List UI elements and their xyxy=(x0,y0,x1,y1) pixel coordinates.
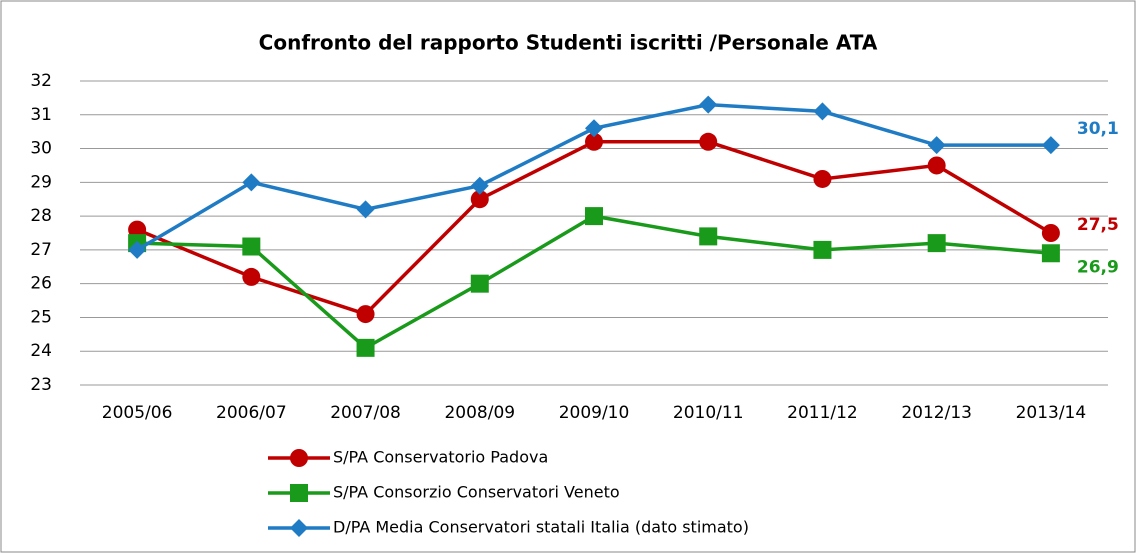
point xyxy=(470,190,489,209)
point xyxy=(699,95,718,114)
point xyxy=(242,173,261,192)
x-tick-label: 2012/13 xyxy=(901,403,972,423)
point xyxy=(242,237,261,256)
x-tick-label: 2010/11 xyxy=(673,403,744,423)
data-label: 26,9 xyxy=(1077,257,1119,277)
x-tick-label: 2006/07 xyxy=(216,403,287,423)
y-tick-label: 24 xyxy=(30,341,52,361)
legend-marker xyxy=(290,484,308,502)
point xyxy=(356,200,375,219)
point xyxy=(128,220,147,239)
legend-label: S/PA Consorzio Conservatori Veneto xyxy=(333,483,620,502)
y-tick-label: 25 xyxy=(30,307,52,327)
legend-marker xyxy=(290,519,308,537)
point xyxy=(927,234,946,253)
point xyxy=(813,169,832,188)
y-tick-label: 23 xyxy=(30,375,52,395)
point xyxy=(356,338,375,357)
y-tick-label: 30 xyxy=(30,139,52,159)
x-tick-label: 2007/08 xyxy=(330,403,401,423)
point xyxy=(585,119,603,138)
x-tick-label: 2013/14 xyxy=(1016,403,1087,423)
y-tick-label: 29 xyxy=(30,172,52,192)
point xyxy=(242,267,261,286)
y-tick-label: 31 xyxy=(30,105,52,125)
data-label: 27,5 xyxy=(1077,215,1119,235)
point xyxy=(470,274,489,293)
point xyxy=(356,305,375,324)
y-tick-label: 26 xyxy=(30,274,52,294)
point xyxy=(813,240,832,259)
data-label: 30,1 xyxy=(1077,119,1119,139)
point xyxy=(585,207,603,226)
y-tick-label: 28 xyxy=(30,206,52,226)
point xyxy=(1041,224,1060,242)
point xyxy=(927,136,946,155)
legend-label: D/PA Media Conservatori statali Italia (… xyxy=(333,518,749,537)
x-tick-label: 2011/12 xyxy=(787,403,858,423)
x-tick-label: 2008/09 xyxy=(444,403,515,423)
point xyxy=(927,156,946,175)
y-tick-label: 32 xyxy=(30,71,52,91)
point xyxy=(813,102,832,121)
y-tick-label: 27 xyxy=(30,240,52,260)
legend-marker xyxy=(290,449,308,467)
point xyxy=(585,132,603,151)
x-tick-label: 2005/06 xyxy=(102,403,173,423)
point xyxy=(1041,244,1060,263)
point xyxy=(470,176,489,195)
x-tick-label: 2009/10 xyxy=(559,403,630,423)
chart-title: Confronto del rapporto Studenti iscritti… xyxy=(259,31,878,55)
point xyxy=(1041,136,1060,155)
point xyxy=(699,227,718,246)
point xyxy=(699,132,718,151)
legend-label: S/PA Conservatorio Padova xyxy=(333,448,548,467)
point xyxy=(128,240,147,259)
